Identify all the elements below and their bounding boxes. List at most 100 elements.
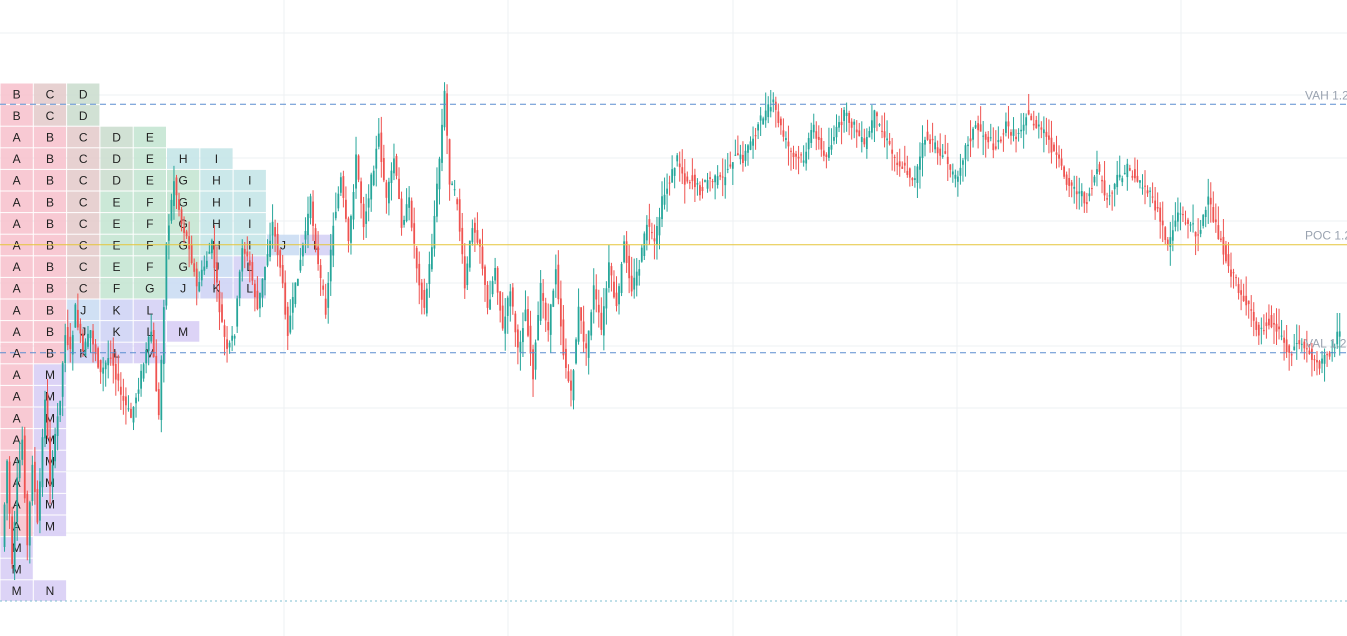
candle <box>1217 206 1220 240</box>
candle <box>193 258 196 277</box>
candle <box>762 116 765 125</box>
tpo-cell: E <box>133 126 166 148</box>
candle <box>195 261 198 306</box>
candle <box>797 145 800 175</box>
candle <box>1139 179 1141 189</box>
tpo-letter: B <box>46 195 54 209</box>
candle <box>1288 344 1291 371</box>
tpo-cell-bg <box>67 148 100 169</box>
candle <box>430 233 433 272</box>
tpo-cell-bg <box>233 169 266 191</box>
tpo-letter: I <box>248 174 251 188</box>
tpo-letter: M <box>45 519 55 533</box>
candle <box>1118 155 1121 181</box>
candle <box>519 330 522 371</box>
tpo-cell: E <box>100 213 133 234</box>
tpo-cell: D <box>100 169 133 191</box>
candle <box>484 264 486 302</box>
candle <box>590 309 593 341</box>
candle <box>294 282 297 308</box>
tpo-cell-bg <box>200 169 233 191</box>
tpo-cell: B <box>33 299 67 321</box>
candle <box>190 235 193 265</box>
candle <box>8 456 11 529</box>
tpo-cell: B <box>33 321 67 342</box>
candle <box>71 330 74 371</box>
candle <box>1007 105 1010 139</box>
candle <box>264 266 266 296</box>
candle <box>706 172 709 193</box>
candle <box>1305 330 1308 363</box>
candle <box>984 131 987 158</box>
tpo-cell: A <box>0 299 33 321</box>
candle <box>398 167 400 200</box>
tpo-cell-bg <box>100 126 133 148</box>
candle <box>941 143 944 159</box>
candle <box>1326 351 1328 367</box>
candle <box>868 126 871 138</box>
candle <box>1232 268 1235 289</box>
candle <box>544 297 547 332</box>
tpo-letter: I <box>248 239 251 253</box>
tpo-letter: M <box>145 347 155 361</box>
tpo-cell-bg <box>0 256 33 277</box>
tpo-letter: F <box>146 195 153 209</box>
tpo-letter: C <box>79 131 88 145</box>
candle <box>243 241 246 269</box>
candle <box>888 132 891 146</box>
tpo-cell: B <box>0 83 33 105</box>
candle <box>1318 359 1321 375</box>
candle <box>39 468 41 534</box>
candle <box>881 115 883 139</box>
candle <box>496 266 499 305</box>
candle <box>1222 218 1225 265</box>
tpo-cell: A <box>0 148 33 169</box>
candle <box>372 165 375 187</box>
candle <box>466 256 469 291</box>
candle <box>830 128 833 155</box>
candle <box>423 278 426 315</box>
candle <box>825 152 828 169</box>
tpo-cell: B <box>33 169 67 191</box>
candle <box>567 364 570 383</box>
candle <box>1037 112 1040 139</box>
tpo-cell: A <box>0 169 33 191</box>
tpo-cell: F <box>133 256 166 277</box>
candle <box>848 110 851 136</box>
candle <box>1131 170 1134 181</box>
tpo-letter: B <box>46 260 54 274</box>
tpo-letter: A <box>13 455 21 469</box>
candle <box>69 323 72 363</box>
tpo-cell-bg <box>33 256 67 277</box>
candle <box>736 135 739 156</box>
candle <box>542 279 545 319</box>
tpo-cell: E <box>100 191 133 213</box>
candle <box>1245 276 1248 316</box>
candle <box>663 177 666 210</box>
candle <box>286 302 289 350</box>
candle <box>451 181 454 186</box>
candle <box>1012 117 1015 142</box>
candle <box>36 480 39 525</box>
tpo-letter: M <box>45 411 55 425</box>
tpo-cell-bg <box>167 169 200 191</box>
candle <box>1227 242 1230 273</box>
tpo-letter: I <box>248 217 251 231</box>
candle <box>160 355 163 433</box>
candle <box>1063 165 1065 179</box>
candle <box>817 125 820 150</box>
candle <box>140 364 142 397</box>
candle <box>92 324 94 363</box>
candle <box>777 103 780 128</box>
tpo-cell: I <box>233 169 266 191</box>
candle <box>251 253 254 286</box>
tpo-cell: C <box>67 277 100 299</box>
candle <box>1050 120 1053 164</box>
tpo-letter: B <box>46 325 54 339</box>
candle <box>1111 190 1114 211</box>
candle <box>908 167 911 187</box>
candle <box>441 108 443 172</box>
tpo-cell-bg <box>0 299 33 321</box>
